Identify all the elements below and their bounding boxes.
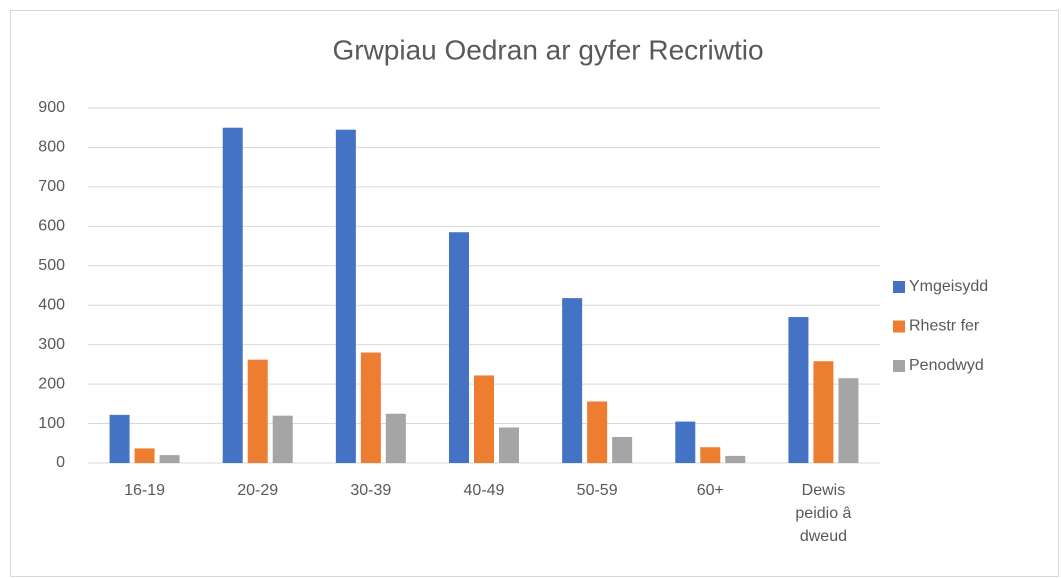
bar <box>700 447 721 463</box>
bar <box>612 436 633 463</box>
x-tick-label: 40-49 <box>463 482 505 499</box>
bar <box>499 427 519 463</box>
x-tick-label: Dewis peidio â dweud <box>795 482 852 545</box>
bar <box>159 455 180 463</box>
bar <box>474 375 494 463</box>
x-tick-label: 20-29 <box>237 482 279 499</box>
bar <box>587 401 608 463</box>
bar <box>360 352 381 463</box>
legend-swatch <box>893 281 905 293</box>
x-tick-label: 30-39 <box>350 482 392 499</box>
bar <box>272 415 293 463</box>
bar <box>813 361 834 463</box>
bar <box>335 129 356 463</box>
y-tick-label: 200 <box>38 375 65 392</box>
legend-swatch <box>893 320 905 333</box>
y-tick-label: 600 <box>38 218 65 235</box>
bar <box>449 232 469 463</box>
bar <box>788 317 809 463</box>
y-tick-label: 0 <box>56 454 65 471</box>
bar <box>247 359 268 463</box>
bar <box>562 298 583 463</box>
bar <box>838 378 859 463</box>
bar <box>109 414 130 463</box>
legend-label: Penodwyd <box>909 357 984 374</box>
y-tick-label: 700 <box>38 178 65 195</box>
legend-swatch <box>893 360 905 372</box>
bar <box>725 455 746 463</box>
legend-label: Ymgeisydd <box>909 278 988 295</box>
y-tick-label: 500 <box>38 257 65 274</box>
chart-title: Grwpiau Oedran ar gyfer Recriwtio <box>332 34 763 65</box>
legend-label: Rhestr fer <box>909 318 980 335</box>
x-tick-label: 16-19 <box>124 482 166 499</box>
bar <box>675 421 696 463</box>
y-tick-label: 300 <box>38 336 65 353</box>
chart-border <box>10 10 1059 577</box>
y-tick-label: 100 <box>38 415 65 432</box>
x-tick-label: 50-59 <box>576 482 618 499</box>
bar <box>385 413 406 463</box>
y-tick-label: 800 <box>38 139 65 156</box>
bar <box>134 448 155 463</box>
y-tick-label: 900 <box>38 99 65 116</box>
y-tick-label: 400 <box>38 296 65 313</box>
x-tick-label: 60+ <box>696 482 724 499</box>
bar <box>222 127 243 463</box>
